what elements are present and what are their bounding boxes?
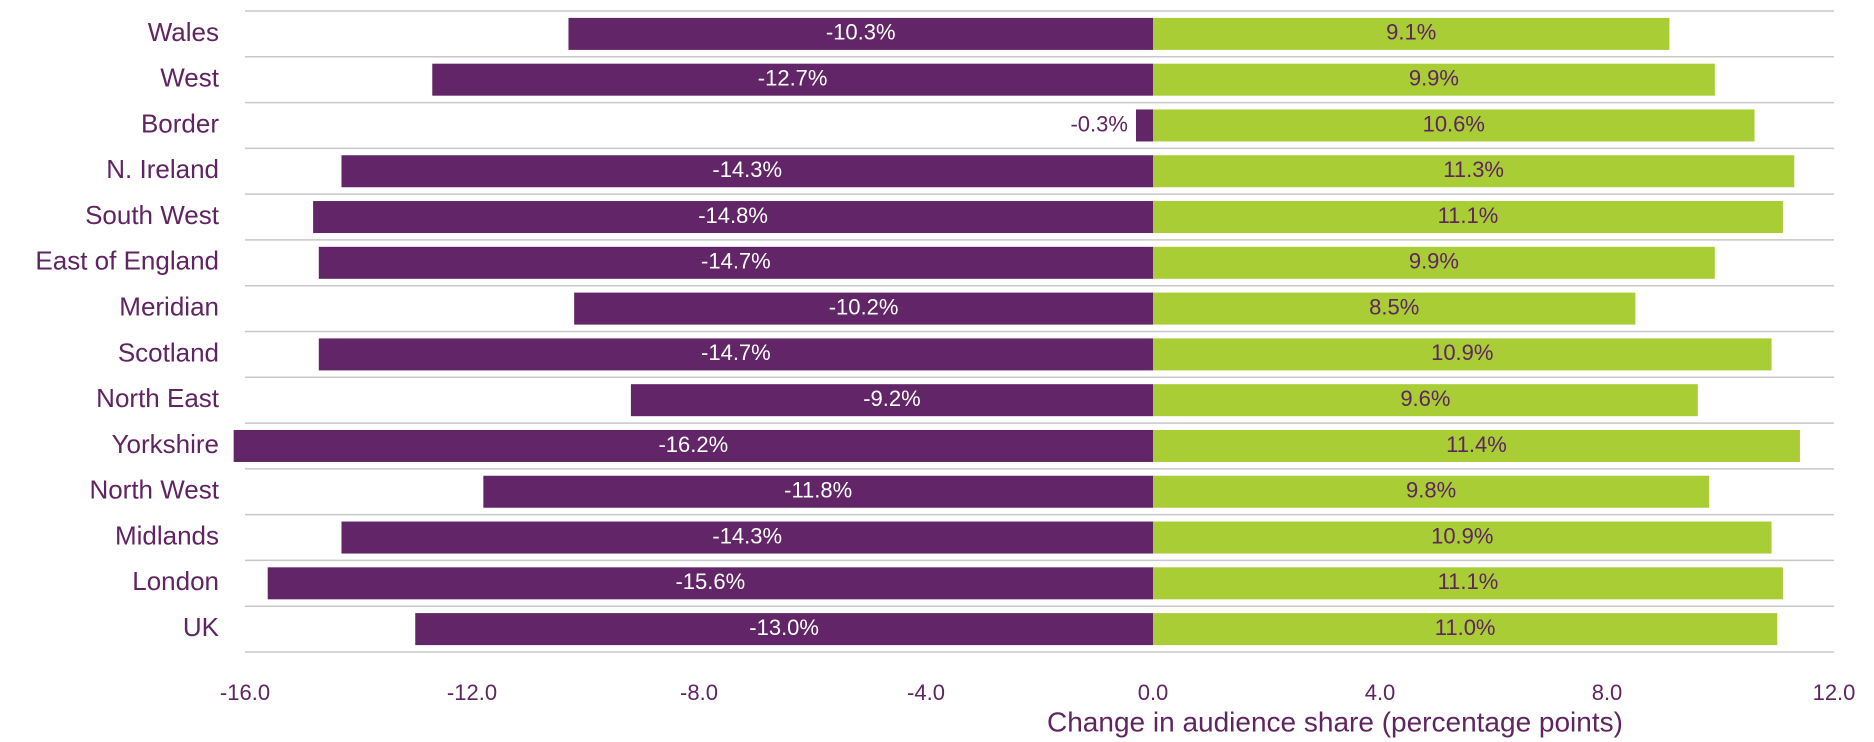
value-label: -16.2% [658, 432, 728, 457]
bar [1153, 429, 1800, 462]
value-label: -9.2% [863, 386, 920, 411]
bar [313, 201, 1154, 234]
bar [1153, 155, 1795, 188]
bar [574, 292, 1153, 325]
bar [1153, 17, 1670, 50]
bar [415, 613, 1153, 646]
bar [1153, 246, 1715, 279]
category-label: Scotland [118, 337, 219, 367]
value-label: -10.3% [826, 20, 896, 45]
x-tick-label: -16.0 [220, 680, 270, 705]
bar [1153, 63, 1715, 96]
bar [267, 567, 1153, 600]
value-label: 10.9% [1431, 523, 1493, 548]
bar [630, 384, 1153, 417]
category-label: Wales [148, 17, 219, 47]
value-label: -15.6% [675, 569, 745, 594]
category-label: N. Ireland [106, 154, 219, 184]
value-label: -14.7% [701, 249, 771, 274]
category-label: Border [141, 108, 219, 138]
category-label: West [160, 63, 220, 93]
bar [483, 475, 1154, 508]
x-axis-title: Change in audience share (percentage poi… [1047, 706, 1623, 737]
bar [1153, 521, 1772, 554]
value-label: 9.9% [1409, 65, 1459, 90]
x-tick-label: 12.0 [1813, 680, 1856, 705]
bar [1153, 109, 1755, 142]
x-tick-label: -12.0 [447, 680, 497, 705]
value-label: 9.9% [1409, 249, 1459, 274]
category-label: UK [183, 612, 220, 642]
category-label: North East [96, 383, 220, 413]
value-label: 9.1% [1386, 20, 1436, 45]
value-label: 10.6% [1423, 111, 1485, 136]
value-label: 11.0% [1435, 615, 1496, 640]
category-label: South West [85, 200, 220, 230]
x-tick-label: 4.0 [1365, 680, 1396, 705]
value-label: 11.1% [1438, 569, 1499, 594]
bar [432, 63, 1153, 96]
bar [233, 429, 1153, 462]
bar [1153, 201, 1783, 234]
x-tick-label: -4.0 [907, 680, 945, 705]
bar [1153, 384, 1698, 417]
category-label: London [132, 566, 219, 596]
value-label: -11.8% [784, 478, 852, 503]
bar [1153, 338, 1772, 371]
value-label: 11.3% [1443, 157, 1504, 182]
bar [341, 521, 1154, 554]
value-label: 10.9% [1431, 340, 1493, 365]
bar [1135, 109, 1153, 142]
value-label: 9.8% [1406, 478, 1456, 503]
bar [1153, 475, 1710, 508]
category-label: Yorkshire [112, 429, 219, 459]
value-label: -14.7% [701, 340, 771, 365]
category-label: North West [89, 475, 219, 505]
bar [318, 246, 1153, 279]
value-label: 11.4% [1446, 432, 1507, 457]
value-label: -13.0% [749, 615, 819, 640]
value-label: -12.7% [758, 65, 828, 90]
category-label: Midlands [115, 520, 219, 550]
bar [341, 155, 1154, 188]
value-label: 9.6% [1400, 386, 1450, 411]
bar [1153, 292, 1636, 325]
x-tick-label: 8.0 [1592, 680, 1623, 705]
value-label: -14.8% [698, 203, 768, 228]
value-label: 11.1% [1438, 203, 1499, 228]
value-label: -14.3% [712, 523, 782, 548]
bar [1153, 613, 1778, 646]
value-label: -10.2% [829, 294, 899, 319]
category-label: Meridian [119, 291, 219, 321]
x-tick-label: 0.0 [1138, 680, 1169, 705]
value-label: 8.5% [1369, 294, 1419, 319]
category-label: East of England [35, 246, 219, 276]
bar [1153, 567, 1783, 600]
value-label: -14.3% [712, 157, 782, 182]
bar [568, 17, 1153, 50]
bar [318, 338, 1153, 371]
x-tick-label: -8.0 [680, 680, 718, 705]
value-label: -0.3% [1070, 111, 1127, 136]
